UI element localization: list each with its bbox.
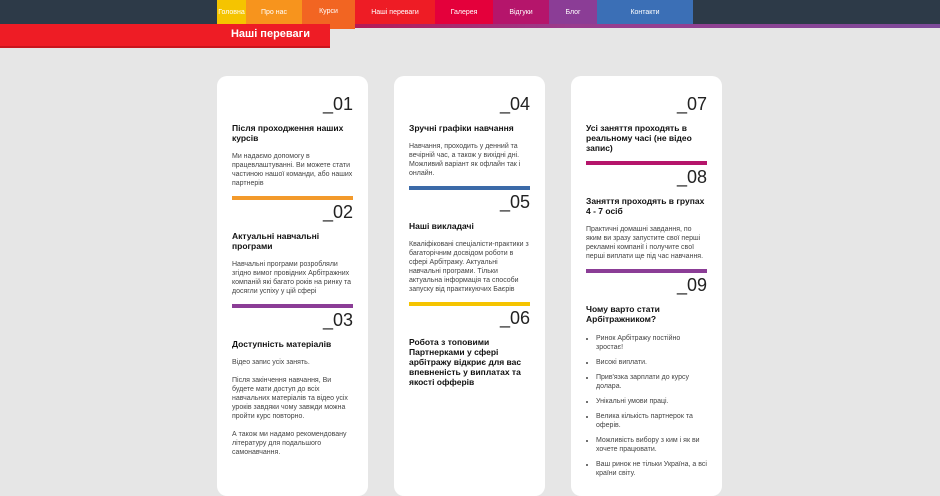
list-item: Ваш ринок не тільки Україна, а всі країн…	[596, 460, 707, 478]
feature-text: Кваліфіковані спеціалісти-практики з баг…	[409, 241, 529, 293]
feature-title: Чому варто стати Арбітражником?	[586, 304, 660, 324]
feature-title: Актуальні навчальні програми	[232, 231, 320, 251]
divider-bar	[586, 269, 707, 273]
nav-item[interactable]: Контакти	[597, 0, 693, 24]
feature-number: _03	[322, 310, 353, 330]
feature-title: Доступність матеріалів	[232, 339, 332, 349]
feature-title: Робота з топовими Партнерками у сфері ар…	[409, 337, 522, 387]
feature-number: _06	[499, 308, 530, 328]
main-nav: Головна Про нас Курси Наші переваги Галерея В…	[217, 0, 693, 29]
divider-bar	[232, 304, 353, 308]
feature-text: Практичні домашні завдання, по яким ви з…	[586, 226, 704, 260]
feature-text: А також ми надамо рекомендовану літерату…	[232, 431, 347, 456]
feature-title: Зручні графіки навчання	[409, 123, 514, 133]
list-item: Можливість вибору з ким і як ви хочете п…	[596, 436, 707, 454]
feature-number: _05	[499, 192, 530, 212]
list-item: Ринок Арбітражу постійно зростає!	[596, 334, 707, 352]
feature-text: Навчальні програми розробляли згідно вим…	[232, 261, 352, 295]
list-item: Високі виплати.	[596, 358, 707, 367]
page-title: Наші переваги	[230, 28, 310, 40]
feature-card: _01 Після проходження наших курсів Ми нада…	[217, 76, 368, 496]
nav-item[interactable]: Головна	[217, 0, 246, 24]
feature-number: _02	[322, 202, 353, 222]
feature-title: Заняття проходять в групах 4 - 7 осіб	[586, 196, 705, 216]
feature-list: Ринок Арбітражу постійно зростає! Високі …	[586, 334, 707, 478]
feature-text: Відео запис усіх занять.	[232, 359, 310, 366]
feature-number: _01	[322, 94, 353, 114]
nav-item[interactable]: Галерея	[435, 0, 493, 24]
feature-number: _04	[499, 94, 530, 114]
feature-number: _09	[676, 275, 707, 295]
divider-bar	[409, 186, 530, 190]
feature-title: Після проходження наших курсів	[232, 123, 344, 143]
feature-text: Після закінчення навчання, Ви будете мат…	[232, 377, 348, 420]
feature-text: Ми надаємо допомогу в працевлаштуванні. …	[232, 153, 353, 187]
nav-item[interactable]: Наші переваги	[355, 0, 435, 24]
list-item: Велика кількість партнерок та оферів.	[596, 412, 707, 430]
divider-bar	[586, 161, 707, 165]
nav-item[interactable]: Відгуки	[493, 0, 549, 24]
feature-number: _08	[676, 167, 707, 187]
nav-item[interactable]: Про нас	[246, 0, 302, 24]
feature-card: _04 Зручні графіки навчання Навчання, прох…	[394, 76, 545, 496]
list-item: Унікальні умови праці.	[596, 397, 707, 406]
nav-item[interactable]: Блог	[549, 0, 597, 24]
divider-bar	[232, 196, 353, 200]
feature-text: Навчання, проходить у денний та вечірній…	[409, 143, 521, 177]
feature-title: Усі заняття проходять в реальному часі (…	[586, 123, 692, 153]
feature-number: _07	[676, 94, 707, 114]
list-item: Прив'язка зарплати до курсу долара.	[596, 373, 707, 391]
feature-title: Наші викладачі	[409, 221, 474, 231]
feature-card: _07 Усі заняття проходять в реальному час…	[571, 76, 722, 496]
color-stripe	[330, 24, 940, 28]
divider-bar	[409, 302, 530, 306]
section-banner: Наші переваги	[0, 24, 330, 48]
